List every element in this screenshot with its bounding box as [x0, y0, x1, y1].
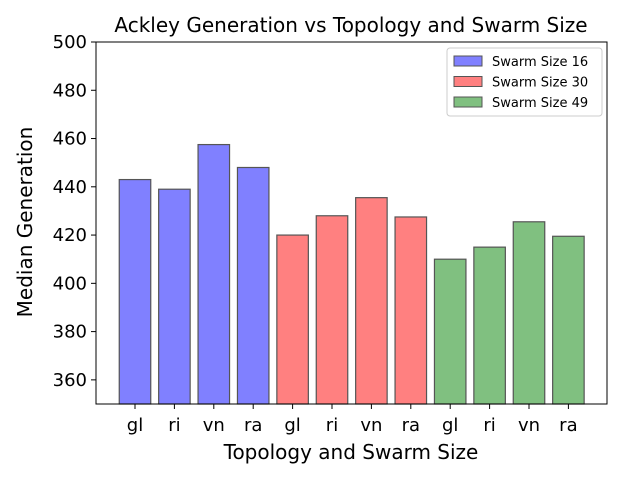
y-tick-label: 400 — [53, 273, 87, 294]
y-tick-label: 500 — [53, 32, 87, 53]
bar-series-3-ri — [473, 246, 506, 405]
x-tick-label: gl — [127, 415, 143, 436]
bar-series-2-gl — [276, 234, 309, 405]
x-axis: gl ri vn ra gl ri vn ra gl ri vn ra — [127, 404, 578, 436]
bar-series-3-vn — [512, 221, 546, 405]
x-tick-label: vn — [360, 415, 382, 436]
y-tick-label: 420 — [53, 225, 87, 246]
x-tick-label: vn — [518, 415, 540, 436]
bar-series-1-ri — [158, 188, 191, 405]
legend-label-2: Swarm Size 30 — [492, 76, 588, 91]
y-tick-label: 440 — [53, 177, 87, 198]
bar-series-1-ra — [236, 166, 270, 405]
legend-swatch-3 — [453, 96, 483, 108]
x-tick-label: ra — [402, 415, 420, 436]
x-tick-label: gl — [284, 415, 300, 436]
x-tick-label: ri — [483, 415, 495, 436]
bar-series-3-ra — [552, 235, 585, 405]
legend-swatch-1 — [453, 55, 483, 67]
legend-box — [446, 47, 603, 117]
bar-series-1-vn — [197, 143, 231, 405]
bar-series-2-ri — [315, 215, 349, 405]
legend-label-3: Swarm Size 49 — [492, 96, 588, 111]
x-tick-label: ri — [168, 415, 180, 436]
x-tick-label: ra — [559, 415, 577, 436]
bars-group — [118, 143, 585, 405]
legend-swatch-2 — [453, 76, 483, 87]
y-tick-label: 380 — [53, 322, 87, 343]
bar-series-2-ra — [394, 216, 428, 405]
legend: Swarm Size 16 Swarm Size 30 Swarm Size 49 — [446, 47, 603, 117]
y-axis: 360 380 400 420 440 460 480 500 — [53, 32, 96, 391]
chart-title: Ackley Generation vs Topology and Swarm … — [114, 13, 587, 37]
x-tick-label: vn — [203, 415, 225, 436]
bar-series-3-gl — [433, 258, 467, 405]
y-tick-label: 360 — [53, 370, 87, 391]
bar-series-1-gl — [118, 178, 152, 405]
x-axis-label: Topology and Swarm Size — [223, 440, 479, 464]
x-tick-label: ri — [326, 415, 338, 436]
y-tick-label: 460 — [53, 129, 87, 150]
y-axis-label: Median Generation — [13, 127, 37, 318]
y-tick-label: 480 — [53, 80, 87, 101]
bar-series-2-vn — [355, 197, 388, 405]
plot-frame — [95, 41, 608, 405]
legend-label-1: Swarm Size 16 — [492, 55, 588, 70]
x-tick-label: gl — [442, 415, 458, 436]
x-tick-label: ra — [244, 415, 262, 436]
